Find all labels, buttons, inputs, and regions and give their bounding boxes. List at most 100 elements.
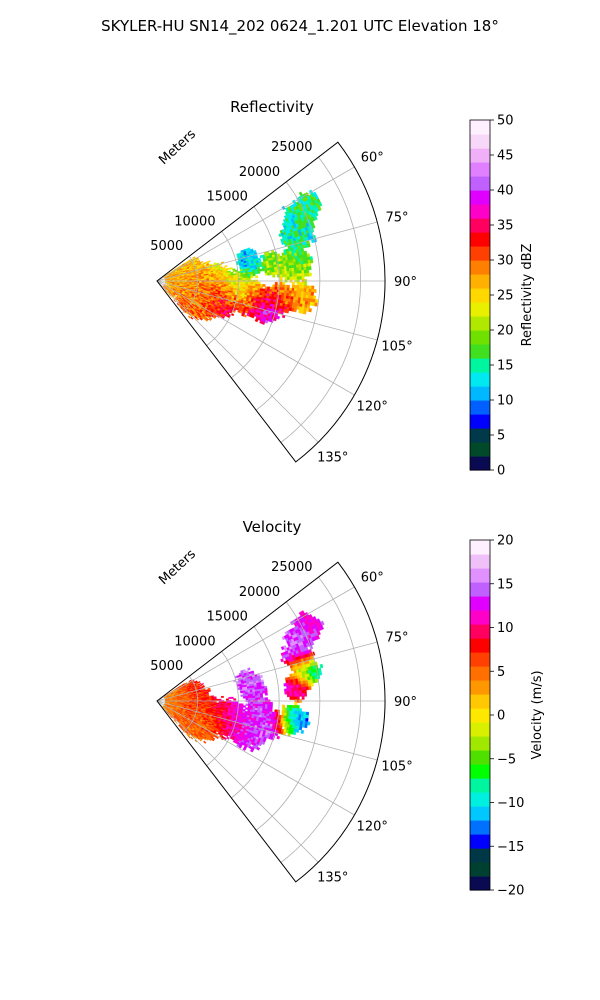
radar-gate [296,267,300,271]
radar-gate [259,674,263,679]
radar-gate [204,318,209,322]
radar-gate [274,281,278,286]
reflectivity-frame [156,141,386,463]
radar-gate [203,740,207,744]
radar-gate [291,704,295,709]
colorbar-swatch [470,456,490,471]
radar-gate [259,692,263,696]
radar-gate [247,697,251,701]
colorbar-swatch [470,176,490,191]
colorbar-tick-label: 0 [497,464,505,479]
radar-gate [243,277,247,281]
radar-gate [255,695,259,699]
radar-gate [306,269,310,274]
radar-gate [272,274,276,278]
radar-gate [282,282,285,286]
radar-gate [310,640,315,646]
radar-gate [298,270,302,274]
radar-gate [308,308,312,313]
reflectivity-radial-axis-label: Meters [156,127,199,168]
radar-gate [242,276,246,279]
radar-gate [279,271,283,275]
radar-gate [301,282,305,286]
reflectivity-title: Reflectivity [230,98,314,116]
radar-gate [250,283,254,287]
colorbar-swatch [470,232,490,247]
radar-gate [262,690,266,694]
radar-gate [233,278,237,281]
angle-tick-label: 75° [386,211,409,226]
radar-gate [277,274,281,278]
radar-gate [286,707,290,711]
radar-gate [264,319,269,324]
radar-gate [298,690,302,694]
angle-tick-label: 105° [381,339,412,354]
azimuth-line [156,166,355,282]
radar-gate [313,288,317,293]
radar-gate [296,285,300,289]
radar-gate [286,691,290,695]
radar-gate [207,689,211,693]
radar-gate [249,271,254,275]
radar-gate [291,282,295,286]
radar-gate [296,696,300,700]
radar-gate [240,694,244,697]
azimuth-line [156,280,378,341]
radar-gate [260,701,264,705]
radar-gate [291,267,295,272]
colorbar-swatch [470,120,490,135]
radar-gate [250,703,254,707]
radar-gate [288,290,293,294]
radar-gate [309,256,313,261]
radar-gate [284,287,288,291]
radar-gate [264,697,268,701]
radar-gate [284,276,288,280]
radar-gate [168,293,172,297]
radar-gate [300,729,305,734]
radar-gate [162,285,166,289]
colorbar-swatch [470,414,490,429]
radar-gate [255,693,259,697]
colorbar-swatch [470,386,490,401]
radar-gate [296,291,300,295]
radar-gate [281,284,286,288]
radar-gate [269,267,273,271]
colorbar-swatch [470,428,490,443]
radar-gate [264,692,268,696]
radar-gate [274,286,278,291]
radar-gate [296,270,300,274]
radar-gate [303,689,307,694]
radar-gate [255,703,259,707]
radar-gate [274,269,278,273]
radar-gate [303,285,308,290]
colorbar-swatch [470,344,490,359]
radar-gate [220,695,224,698]
radar-gate [284,707,288,711]
range-ring [255,181,321,411]
radar-gate [251,314,255,319]
radar-gate [306,304,311,309]
reflectivity-grid [156,156,385,443]
radar-gate [240,283,244,286]
radar-gate [247,667,251,671]
radial-tick-label: 25000 [271,140,312,155]
radar-gate [312,295,317,300]
radial-tick-label: 5000 [150,239,183,254]
radar-gate [279,276,283,280]
reflectivity-colorbar-label: Reflectivity dBZ [520,244,535,347]
radar-gate [274,284,278,288]
radar-gate [293,308,297,313]
radar-gate [260,697,264,701]
radar-gate [296,711,300,715]
radar-gate [307,721,311,726]
radar-gate [293,270,298,275]
radar-gate [269,706,273,710]
radar-gate [250,701,254,705]
colorbar-tick-label: 5 [497,429,505,444]
colorbar-swatch [470,148,490,163]
radar-gate [257,704,261,707]
radar-gate [299,282,303,286]
radar-gate [264,272,268,276]
radar-gate [318,201,323,207]
